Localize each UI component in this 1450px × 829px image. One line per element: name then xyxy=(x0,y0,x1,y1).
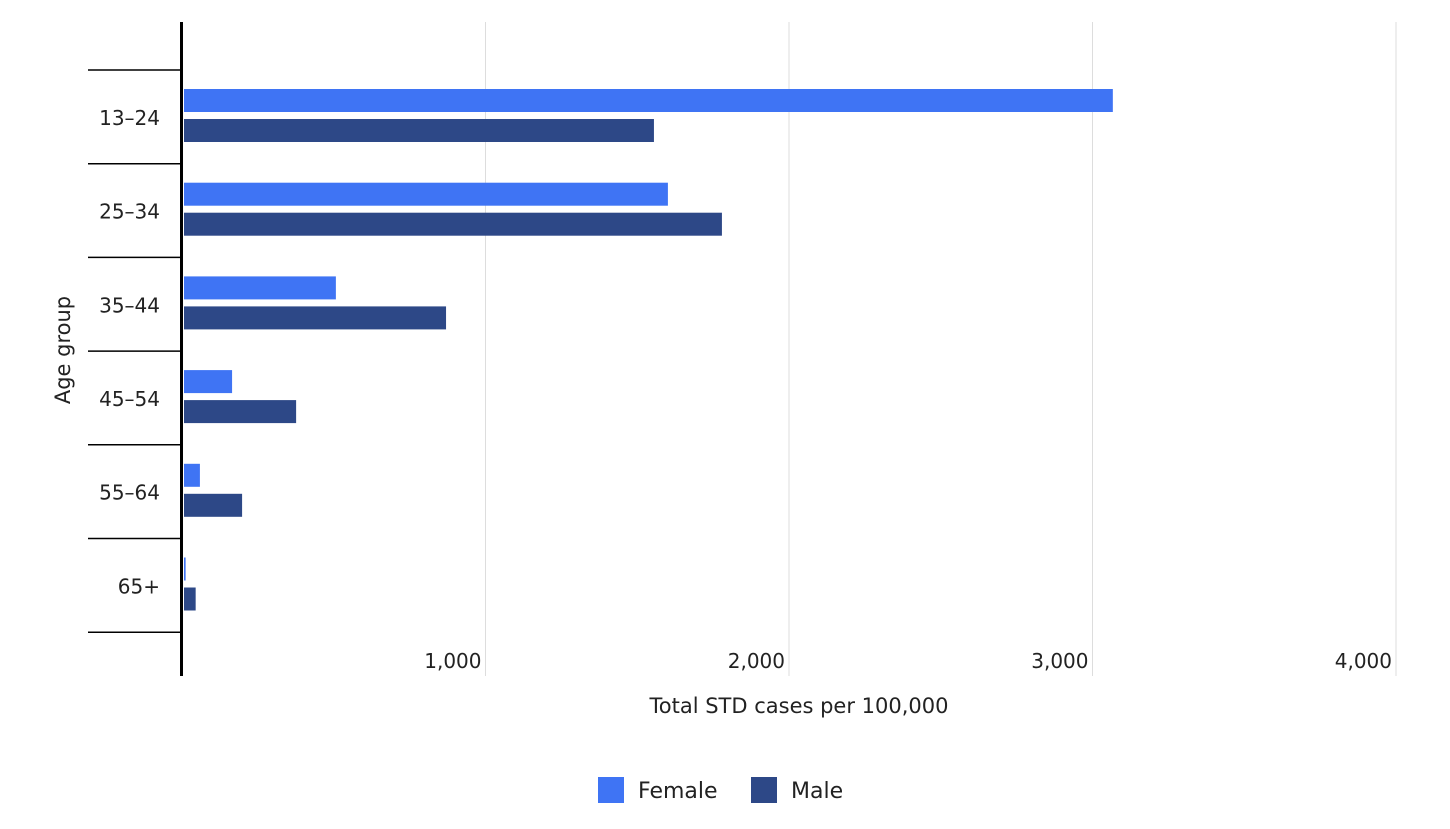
legend-swatch-male xyxy=(751,777,777,803)
bar-male xyxy=(184,587,196,611)
y-tick-label: 65+ xyxy=(118,574,160,598)
x-tick-label: 2,000 xyxy=(728,649,785,673)
legend-label-female: Female xyxy=(638,779,718,804)
legend-swatch-female xyxy=(598,777,624,803)
y-tick-label: 25–34 xyxy=(99,200,160,224)
x-tick-label: 4,000 xyxy=(1335,649,1392,673)
y-tick-label: 35–44 xyxy=(99,293,160,317)
bar-female xyxy=(184,89,1113,112)
bar-female xyxy=(184,463,200,487)
x-tick-label: 3,000 xyxy=(1031,649,1088,673)
bar-female xyxy=(184,182,668,206)
y-tick-label: 55–64 xyxy=(99,481,160,505)
y-axis-title: Age group xyxy=(51,296,75,404)
bar-male xyxy=(184,493,243,517)
x-tick-label: 1,000 xyxy=(424,649,481,673)
y-tick-label: 13–24 xyxy=(99,106,160,130)
bar-male xyxy=(184,212,722,236)
y-tick-label: 45–54 xyxy=(99,387,160,411)
bar-male xyxy=(184,306,447,330)
x-axis-title: Total STD cases per 100,000 xyxy=(648,694,948,718)
bar-female xyxy=(184,370,233,394)
bar-female xyxy=(184,276,336,300)
legend-label-male: Male xyxy=(791,779,843,804)
bar-male xyxy=(184,400,297,424)
bar-male xyxy=(184,119,654,142)
bar-female xyxy=(184,557,186,581)
